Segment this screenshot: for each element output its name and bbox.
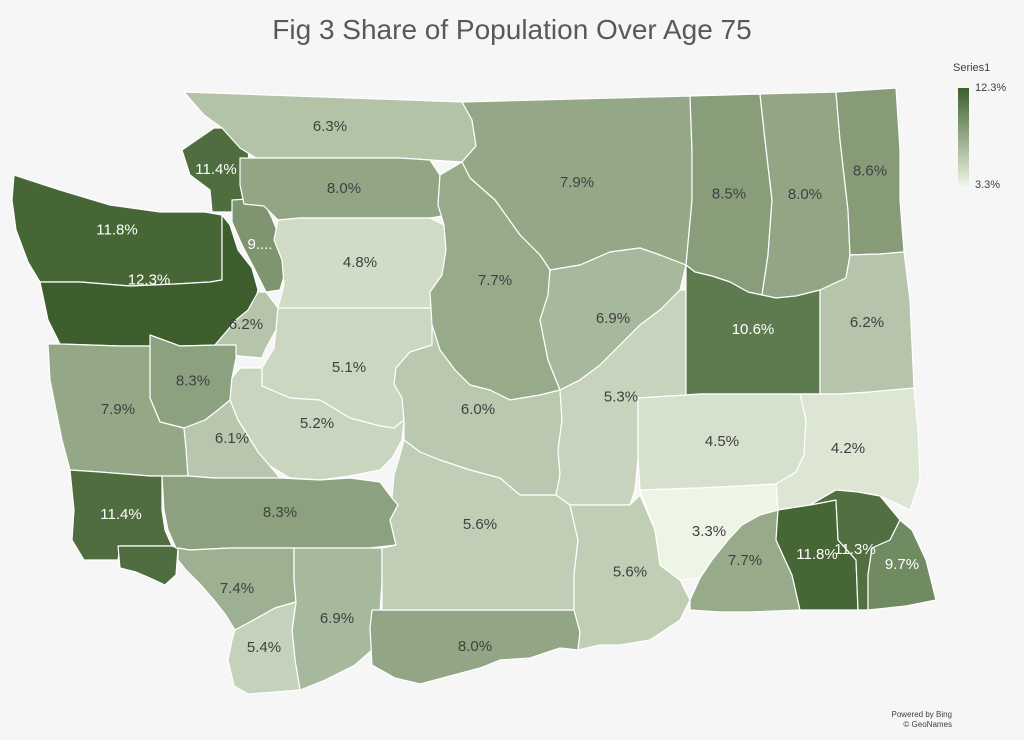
- region-label-cowlitz: 7.4%: [220, 580, 254, 597]
- county-yakima[interactable]: [381, 439, 579, 611]
- county-wahkiakum[interactable]: [117, 545, 179, 586]
- region-label-kittitas: 6.0%: [461, 401, 495, 418]
- region-label-san-juan: 11.4%: [195, 161, 236, 178]
- region-label-adams: 4.5%: [705, 433, 739, 450]
- region-label-pend-oreille: 8.6%: [853, 162, 887, 179]
- county-benton[interactable]: [569, 494, 691, 651]
- region-label-columbia: 11.8%: [796, 546, 837, 563]
- county-clark[interactable]: [227, 601, 301, 695]
- region-label-franklin: 3.3%: [692, 523, 726, 540]
- region-label-king: 5.1%: [332, 359, 366, 376]
- region-label-thurston: 6.1%: [215, 430, 249, 447]
- region-label-spokane: 6.2%: [850, 314, 884, 331]
- region-label-grant: 5.3%: [604, 388, 638, 405]
- credit-line-2: © GeoNames: [903, 720, 952, 729]
- legend-color-scale: [958, 88, 969, 186]
- map-credit: Powered by Bing © GeoNames: [892, 710, 952, 730]
- region-label-jefferson: 12.3%: [128, 271, 171, 288]
- region-label-mason: 8.3%: [176, 372, 210, 389]
- region-label-garfield: 11.3%: [834, 541, 875, 558]
- region-label-whitman: 4.2%: [831, 440, 865, 457]
- region-label-ferry: 8.5%: [712, 185, 746, 202]
- region-label-lewis: 8.3%: [263, 504, 297, 521]
- label-layer: 11.8% 12.3% 11.4% 9.... 6.3% 8.0% 4.8% 6.2% 5.1%…: [96, 118, 919, 656]
- region-label-skagit: 8.0%: [327, 180, 361, 197]
- region-label-island: 9....: [247, 236, 272, 253]
- region-label-stevens: 8.0%: [788, 186, 822, 203]
- region-label-chelan: 7.7%: [478, 272, 512, 289]
- county-asotin[interactable]: [867, 519, 937, 611]
- legend-max-label: 12.3%: [975, 82, 1007, 94]
- region-label-okanogan: 7.9%: [560, 174, 594, 191]
- region-label-clark: 5.4%: [247, 639, 281, 656]
- region-label-klickitat: 8.0%: [458, 638, 492, 655]
- chart-title: Fig 3 Share of Population Over Age 75: [272, 14, 752, 45]
- region-label-kitsap: 6.2%: [229, 316, 263, 333]
- county-skagit[interactable]: [239, 157, 449, 221]
- region-label-lincoln: 10.6%: [732, 321, 775, 338]
- region-label-walla-walla: 7.7%: [728, 552, 762, 569]
- region-label-clallam: 11.8%: [96, 221, 137, 238]
- region-label-snohomish: 4.8%: [343, 254, 377, 271]
- region-label-douglas: 6.9%: [596, 310, 630, 327]
- region-label-yakima: 5.6%: [463, 516, 497, 533]
- region-label-benton: 5.6%: [613, 563, 647, 580]
- legend-min-label: 3.3%: [975, 179, 1001, 191]
- region-label-whatcom: 6.3%: [313, 118, 347, 135]
- region-label-asotin: 9.7%: [885, 556, 919, 573]
- county-layer: [11, 87, 937, 695]
- region-label-pacific: 11.4%: [100, 506, 141, 523]
- region-label-grays-harbor: 7.9%: [101, 401, 135, 418]
- legend-title: Series1: [953, 62, 991, 74]
- credit-line-1: Powered by Bing: [891, 710, 952, 719]
- region-label-skamania: 6.9%: [320, 610, 354, 627]
- region-label-pierce: 5.2%: [300, 415, 334, 432]
